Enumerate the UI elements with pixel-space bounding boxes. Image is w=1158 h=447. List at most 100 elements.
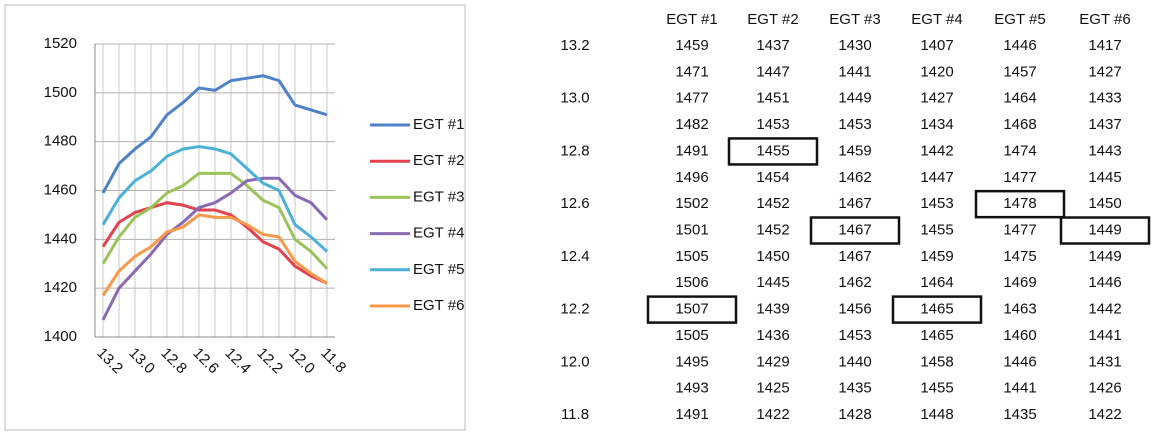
table-cell: 1446: [1003, 37, 1036, 54]
cell-box: [974, 189, 1066, 219]
table-cell: 1446: [1088, 274, 1121, 291]
table-cell: 1467: [838, 195, 871, 212]
table-cell: 1439: [756, 301, 789, 318]
table-header: EGT #3: [829, 11, 880, 28]
y-tick-label: 1520: [44, 35, 77, 52]
legend-label: EGT #1: [413, 116, 464, 133]
table-cell: 1477: [1003, 169, 1036, 186]
table-cell: 1455: [920, 380, 953, 397]
series-line: [101, 74, 328, 194]
table-cell: 1467: [838, 248, 871, 265]
table-cell: 1459: [920, 248, 953, 265]
cell-box: [727, 137, 819, 166]
row-label: 11.8: [561, 406, 589, 423]
y-tick-label: 1420: [44, 279, 77, 296]
table-cell: 1491: [675, 406, 708, 423]
table-cell: 1433: [1088, 90, 1121, 107]
table-cell: 1501: [675, 221, 708, 238]
table-cell: 1425: [756, 380, 789, 397]
table-cell: 1493: [675, 380, 708, 397]
table-cell: 1437: [1088, 116, 1121, 133]
table-cell: 1471: [675, 63, 708, 80]
table-cell: 1505: [675, 248, 708, 265]
row-label: 13.0: [560, 90, 589, 107]
table-cell: 1428: [838, 406, 871, 423]
table-cell: 1458: [920, 353, 953, 370]
table-cell: 1453: [756, 116, 789, 133]
table-cell: 1435: [1003, 406, 1036, 423]
table-cell: 1417: [1088, 37, 1121, 54]
table-cell: 1491: [675, 142, 708, 159]
table-cell: 1427: [1088, 63, 1121, 80]
table-cell: 1462: [838, 274, 871, 291]
table-cell: 1474: [1003, 142, 1036, 159]
table-header: EGT #6: [1079, 11, 1130, 28]
table-cell: 1464: [920, 274, 953, 291]
table-cell: 1446: [1003, 353, 1036, 370]
table-cell: 1457: [1003, 63, 1036, 80]
y-tick-label: 1460: [44, 181, 77, 198]
legend-label: EGT #2: [413, 152, 464, 169]
table-cell: 1407: [920, 37, 953, 54]
table-header: EGT #1: [666, 11, 717, 28]
table-header: EGT #5: [994, 11, 1045, 28]
y-tick-label: 1440: [44, 230, 77, 247]
table-cell: 1420: [920, 63, 953, 80]
table-cell: 1465: [920, 301, 953, 318]
row-label: 12.6: [560, 195, 589, 212]
legend-label: EGT #3: [413, 188, 464, 205]
table-cell: 1448: [920, 406, 953, 423]
table-cell: 1505: [675, 327, 708, 344]
table-cell: 1455: [756, 142, 789, 159]
row-label: 12.8: [560, 142, 589, 159]
table-cell: 1459: [838, 142, 871, 159]
table-cell: 1436: [756, 327, 789, 344]
y-tick-label: 1500: [44, 84, 77, 101]
table-cell: 1440: [838, 353, 871, 370]
table-header: EGT #2: [747, 11, 798, 28]
table-cell: 1447: [756, 63, 789, 80]
legend-label: EGT #6: [413, 297, 464, 314]
table-cell: 1447: [920, 169, 953, 186]
y-tick-label: 1480: [44, 133, 77, 150]
table-cell: 1422: [756, 406, 789, 423]
table-cell: 1426: [1088, 380, 1121, 397]
table-cell: 1453: [838, 116, 871, 133]
table-cell: 1482: [675, 116, 708, 133]
table-cell: 1435: [838, 380, 871, 397]
legend-label: EGT #4: [413, 225, 464, 242]
table-cell: 1502: [675, 195, 708, 212]
cell-box: [809, 216, 901, 245]
series-line: [101, 171, 329, 270]
series-line: [101, 176, 329, 321]
table-cell: 1450: [1088, 195, 1121, 212]
table-cell: 1443: [1088, 142, 1121, 159]
table-cell: 1453: [920, 195, 953, 212]
table-cell: 1450: [756, 248, 789, 265]
table-cell: 1441: [1088, 327, 1121, 344]
table-cell: 1451: [756, 90, 789, 107]
row-label: 12.4: [560, 248, 589, 265]
cell-box: [1059, 216, 1151, 245]
table-cell: 1445: [1088, 169, 1121, 186]
table-cell: 1455: [920, 221, 953, 238]
table-cell: 1459: [675, 37, 708, 54]
table-cell: 1468: [1003, 116, 1036, 133]
table-cell: 1422: [1088, 406, 1121, 423]
table-cell: 1496: [675, 169, 708, 186]
row-label: 12.2: [560, 301, 589, 318]
row-label: 12.0: [560, 353, 589, 370]
table-cell: 1507: [675, 301, 708, 318]
table-cell: 1442: [1088, 301, 1121, 318]
table-cell: 1453: [838, 327, 871, 344]
legend-label: EGT #5: [413, 261, 464, 278]
table-cell: 1477: [1003, 221, 1036, 238]
table-cell: 1469: [1003, 274, 1036, 291]
table-cell: 1442: [920, 142, 953, 159]
table-cell: 1452: [756, 195, 789, 212]
table-cell: 1445: [756, 274, 789, 291]
table-cell: 1452: [756, 221, 789, 238]
table-cell: 1506: [675, 274, 708, 291]
table-cell: 1437: [756, 37, 789, 54]
table-cell: 1430: [838, 37, 871, 54]
